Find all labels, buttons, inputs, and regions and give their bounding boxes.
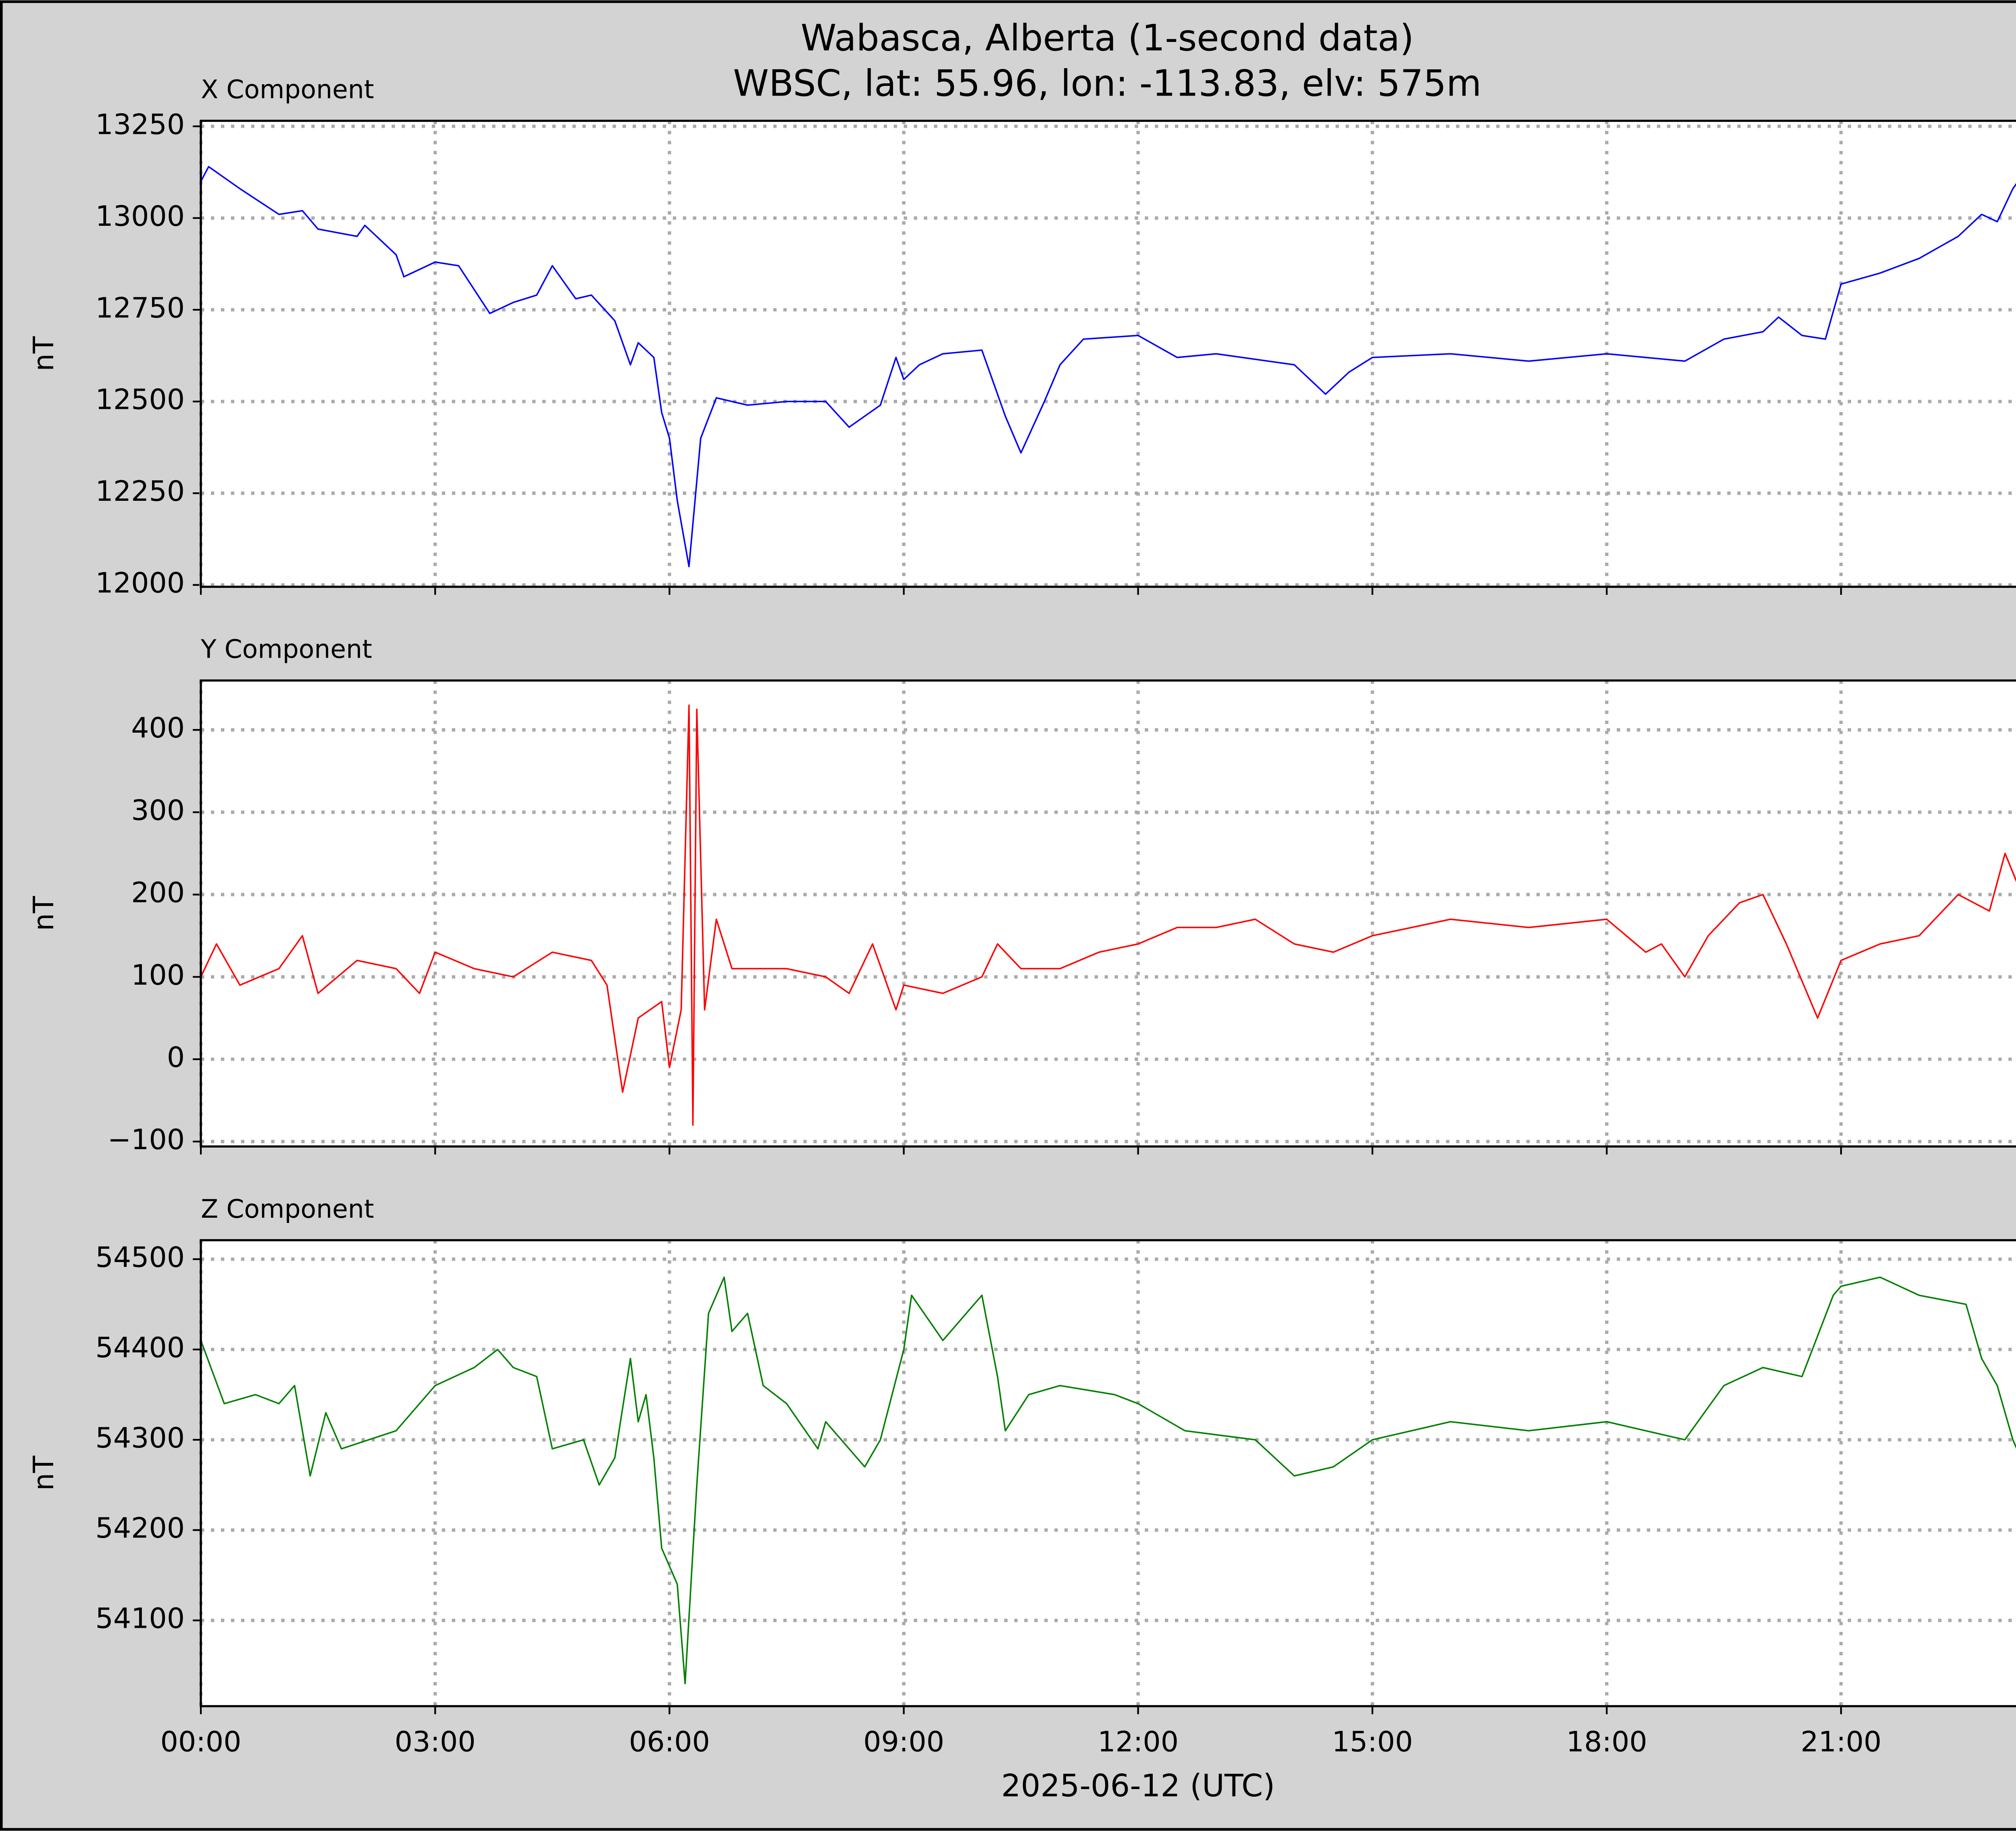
- x-tick-label: 18:00: [1566, 1725, 1647, 1758]
- y-tick-label: 12000: [95, 567, 185, 600]
- panel-subtitle: Y Component: [200, 634, 372, 664]
- x-tick-label: 09:00: [863, 1725, 944, 1758]
- y-tick-label: 400: [131, 712, 185, 744]
- x-tick-label: 06:00: [629, 1725, 710, 1758]
- x-tick-label: 15:00: [1332, 1725, 1413, 1758]
- y-tick-label: −100: [108, 1123, 185, 1156]
- x-tick-label: 21:00: [1801, 1725, 1882, 1758]
- y-tick-label: 200: [131, 877, 185, 909]
- y-tick-label: 54100: [95, 1602, 185, 1635]
- title-line: Wabasca, Alberta (1-second data): [801, 17, 1414, 59]
- y-tick-label: 54300: [95, 1422, 185, 1454]
- y-tick-label: 54400: [95, 1331, 185, 1364]
- panel-subtitle: X Component: [201, 75, 374, 104]
- x-tick-label: 00:00: [160, 1725, 242, 1758]
- x-axis-label: 2025-06-12 (UTC): [1001, 1768, 1275, 1804]
- title-line: WBSC, lat: 55.96, lon: -113.83, elv: 575…: [733, 63, 1481, 105]
- y-tick-label: 13000: [95, 200, 185, 233]
- data-line: [201, 1276, 2016, 1685]
- y-tick-label: 0: [167, 1041, 185, 1074]
- y-tick-label: 300: [131, 794, 185, 827]
- y-tick-label: 12250: [95, 475, 185, 508]
- y-tick-label: 54500: [95, 1241, 185, 1274]
- plot-frame: [200, 1239, 2016, 1708]
- y-tick-label: 100: [131, 959, 185, 992]
- x-tick-label: 12:00: [1098, 1725, 1179, 1758]
- y-tick-label: 54200: [95, 1512, 185, 1545]
- plot-frame: [200, 119, 2016, 588]
- plot-area: [201, 1240, 2016, 1706]
- y-tick-label: 13250: [95, 108, 185, 141]
- plot-area: [201, 680, 2016, 1147]
- y-tick-label: 12750: [95, 292, 185, 324]
- plot-frame: [200, 679, 2016, 1148]
- y-axis-label: nT: [27, 896, 60, 931]
- y-axis-label: nT: [27, 336, 60, 371]
- panel-subtitle: Z Component: [201, 1194, 374, 1224]
- x-tick-label: 03:00: [395, 1725, 476, 1758]
- data-line: [201, 166, 2016, 568]
- plot-area: [201, 121, 2016, 587]
- data-line: [201, 704, 2016, 1126]
- y-axis-label: nT: [27, 1456, 60, 1491]
- y-tick-label: 12500: [95, 383, 185, 416]
